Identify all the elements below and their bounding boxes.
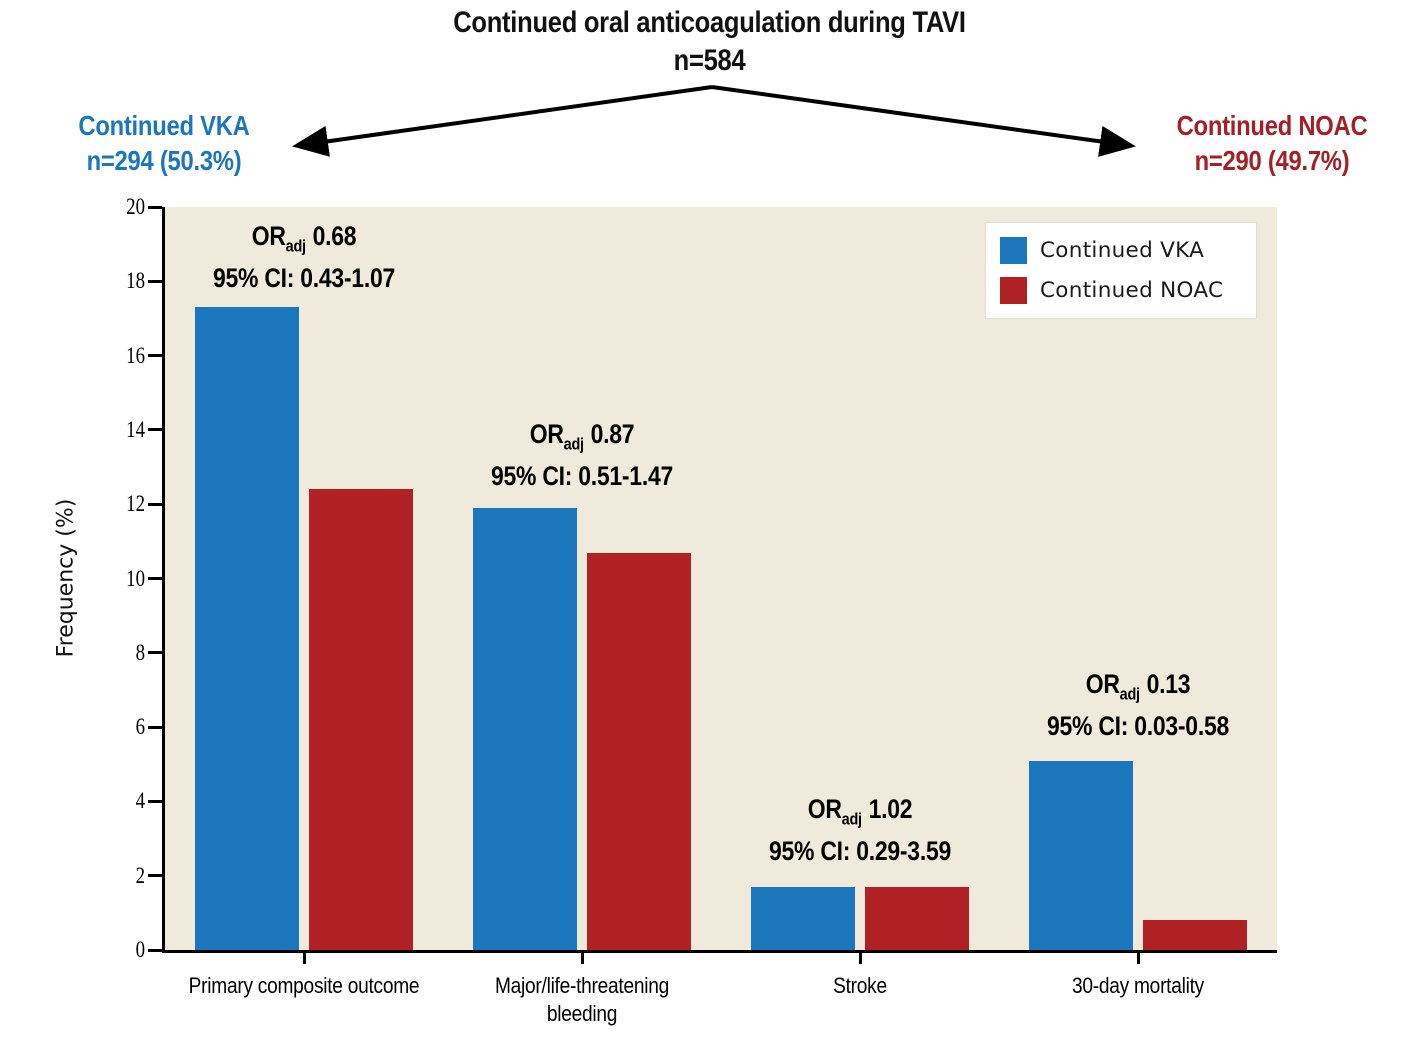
y-tick-label-2: 2 — [135, 862, 145, 888]
group-label-noac: Continued NOAC n=290 (49.7%) — [1145, 108, 1400, 178]
x-tick-stroke — [858, 950, 862, 964]
y-tick-20 — [148, 205, 162, 209]
x-label-primary-composite-outcome: Primary composite outcome — [188, 973, 420, 998]
annotation-or-line: ORadj 1.02 — [807, 794, 913, 829]
y-tick-4 — [148, 799, 162, 803]
bar-continued-vka-30-day-mortality — [1029, 760, 1133, 950]
plot-area: ORadj 0.68 95% CI: 0.43-1.07 ORadj 0.87 95… — [126, 194, 1277, 1026]
y-tick-6 — [148, 725, 162, 729]
arrow-to-noac — [711, 85, 1136, 157]
group-vka-name: Continued VKA — [78, 110, 250, 141]
bar-group-primary-composite-outcome — [195, 207, 413, 950]
y-tick-label-18: 18 — [126, 268, 145, 294]
y-tick-label-16: 16 — [126, 342, 145, 368]
bar-continued-noac-stroke — [865, 886, 969, 950]
y-tick-label-12: 12 — [126, 491, 145, 517]
annotation-ci-line: 95% CI: 0.29-3.59 — [769, 836, 951, 867]
annotation-ci-line: 95% CI: 0.03-0.58 — [1047, 711, 1229, 742]
bar-group-major-life-threatening-bleeding — [473, 207, 691, 950]
annotation-or-line: ORadj 0.68 — [251, 221, 357, 256]
annotation-stroke: ORadj 1.02 95% CI: 0.29-3.59 — [707, 793, 1013, 868]
bar-continued-noac-major-life-threatening-bleeding — [587, 552, 691, 950]
bar-group-stroke — [751, 207, 969, 950]
y-tick-label-20: 20 — [126, 194, 145, 219]
legend-item-continued-vka: Continued VKA — [1000, 234, 1242, 267]
annotation-or-line: ORadj 0.13 — [1085, 669, 1191, 704]
x-label-major-life-threatening-bleeding: Major/life-threatening bleeding — [494, 973, 670, 1026]
y-tick-8 — [148, 651, 162, 655]
y-tick-16 — [148, 354, 162, 358]
y-tick-label-6: 6 — [135, 714, 145, 740]
x-label-stroke: Stroke — [833, 973, 887, 998]
x-label-30-day-mortality: 30-day mortality — [1072, 973, 1204, 998]
y-tick-label-0: 0 — [135, 937, 145, 962]
figure-title: Continued oral anticoagulation during TA… — [453, 6, 966, 39]
annotation-or-line: ORadj 0.87 — [529, 419, 635, 454]
bar-continued-noac-30-day-mortality — [1143, 920, 1247, 950]
y-tick-label-14: 14 — [126, 416, 145, 442]
legend-label-continued-noac: Continued NOAC — [1040, 278, 1224, 303]
x-tick-30-day-mortality — [1136, 950, 1140, 964]
group-label-vka: Continued VKA n=294 (50.3%) — [37, 108, 292, 178]
y-tick-14 — [148, 428, 162, 432]
x-tick-major-life-threatening-bleeding — [580, 950, 584, 964]
legend-item-continued-noac: Continued NOAC — [1000, 274, 1242, 307]
bar-continued-noac-primary-composite-outcome — [309, 489, 413, 950]
bar-continued-vka-stroke — [751, 886, 855, 950]
annotation-30-day-mortality: ORadj 0.13 95% CI: 0.03-0.58 — [985, 668, 1291, 743]
y-tick-0 — [148, 948, 162, 952]
y-tick-label-4: 4 — [135, 788, 145, 814]
group-noac-name: Continued NOAC — [1176, 110, 1368, 141]
annotation-major-bleeding: ORadj 0.87 95% CI: 0.51-1.47 — [429, 418, 735, 493]
y-tick-label-8: 8 — [135, 639, 145, 665]
legend: Continued VKA Continued NOAC — [985, 222, 1257, 319]
group-vka-count: n=294 (50.3%) — [86, 145, 242, 176]
y-tick-label-10: 10 — [126, 565, 145, 591]
y-tick-2 — [148, 874, 162, 878]
bar-continued-vka-major-life-threatening-bleeding — [473, 507, 577, 950]
group-noac-count: n=290 (49.7%) — [1194, 145, 1350, 176]
arrow-to-vka — [292, 85, 713, 157]
x-tick-primary-composite-outcome — [302, 950, 306, 964]
y-tick-12 — [148, 502, 162, 506]
y-tick-18 — [148, 279, 162, 283]
bar-continued-vka-primary-composite-outcome — [195, 307, 299, 950]
legend-label-continued-vka: Continued VKA — [1040, 238, 1205, 263]
y-tick-10 — [148, 577, 162, 580]
y-axis-label: Frequency (%) — [53, 498, 79, 658]
annotation-ci-line: 95% CI: 0.43-1.07 — [213, 263, 395, 294]
legend-swatch-continued-noac — [1000, 277, 1027, 304]
figure-subtitle-n: n=584 — [673, 44, 746, 77]
bar-group-30-day-mortality — [1029, 207, 1247, 950]
annotation-primary-composite-outcome: ORadj 0.68 95% CI: 0.43-1.07 — [151, 220, 457, 295]
annotation-ci-line: 95% CI: 0.51-1.47 — [491, 461, 673, 492]
legend-swatch-continued-vka — [1000, 237, 1027, 264]
